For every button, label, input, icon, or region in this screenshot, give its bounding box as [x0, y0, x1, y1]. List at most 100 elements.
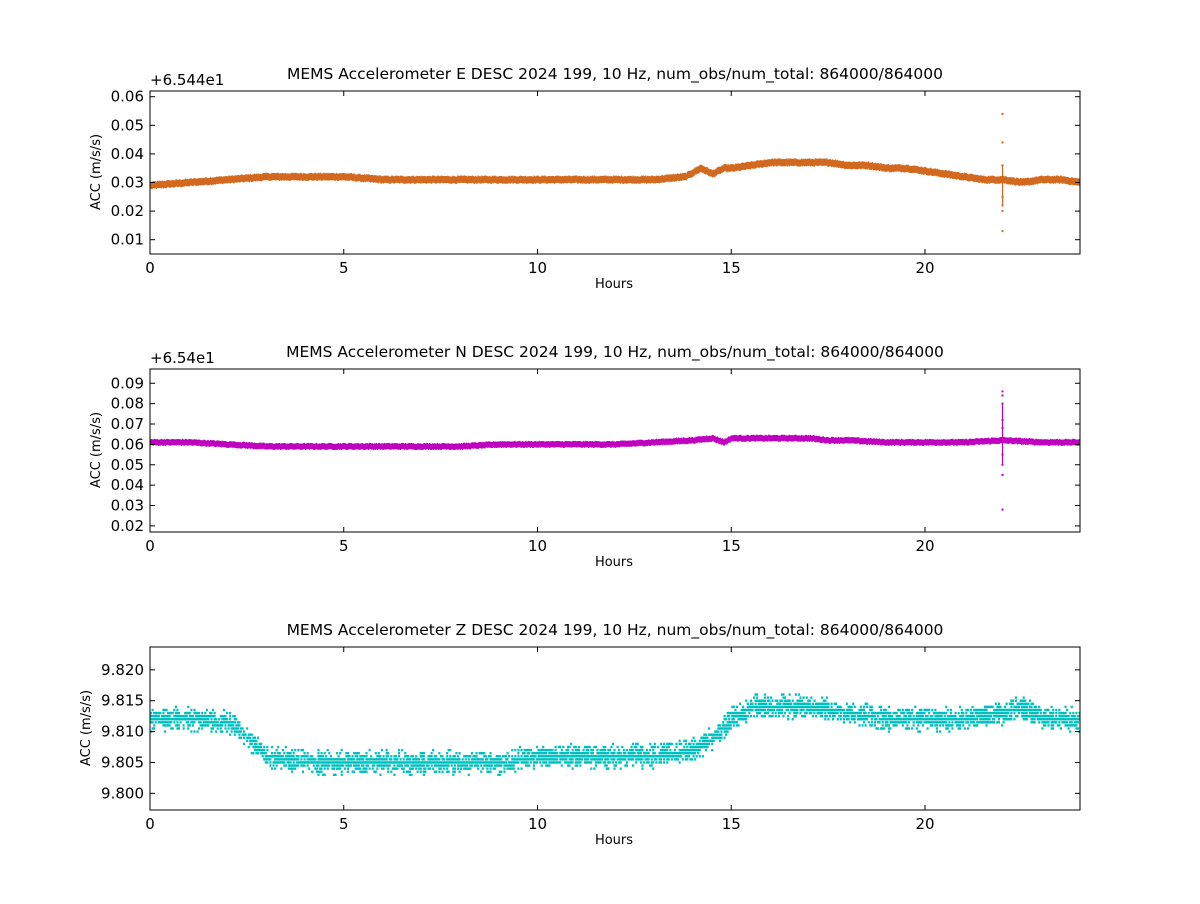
- data-point: [628, 175, 630, 184]
- data-point: [991, 175, 994, 183]
- data-point: [585, 752, 588, 755]
- data-point: [214, 177, 217, 185]
- data-point: [574, 175, 576, 183]
- data-point: [889, 721, 892, 724]
- data-point: [224, 440, 226, 448]
- data-point: [467, 773, 470, 777]
- data-point: [610, 758, 613, 761]
- data-point: [342, 173, 345, 181]
- data-point: [151, 721, 154, 724]
- data-point: [601, 441, 603, 448]
- data-point: [272, 764, 275, 767]
- data-point: [1052, 176, 1055, 184]
- data-point: [1061, 714, 1064, 718]
- data-point: [692, 169, 694, 177]
- data-point: [249, 736, 252, 739]
- data-point: [384, 175, 386, 183]
- data-point: [539, 176, 541, 184]
- data-point: [1002, 175, 1004, 183]
- data-point: [1035, 711, 1038, 715]
- data-point: [359, 173, 361, 181]
- data-point: [737, 435, 739, 442]
- data-point: [1025, 711, 1028, 715]
- data-point: [456, 761, 460, 764]
- data-point: [1062, 718, 1066, 721]
- data-point: [244, 442, 247, 449]
- data-point: [367, 764, 370, 767]
- data-point: [509, 764, 512, 767]
- data-point: [530, 440, 533, 448]
- data-point: [556, 752, 559, 755]
- data-point: [864, 718, 867, 721]
- data-point: [917, 439, 919, 446]
- data-point: [703, 736, 706, 739]
- data-point: [1025, 438, 1028, 445]
- data-point: [543, 176, 545, 184]
- data-point: [162, 439, 164, 446]
- data-point: [604, 761, 607, 764]
- y-tick-label: 0.09: [111, 374, 144, 392]
- data-point: [309, 758, 312, 761]
- data-point: [488, 176, 490, 184]
- data-point: [700, 742, 703, 746]
- data-point: [934, 168, 937, 176]
- data-point: [768, 708, 771, 712]
- data-point: [969, 711, 973, 715]
- y-tick-label: 0.03: [111, 174, 144, 192]
- data-point: [191, 724, 194, 727]
- data-point: [911, 708, 914, 712]
- data-point: [591, 175, 594, 183]
- data-point: [880, 705, 883, 709]
- data-point: [762, 435, 764, 442]
- data-point: [399, 758, 402, 761]
- data-point: [219, 721, 222, 724]
- data-point: [162, 718, 165, 721]
- data-point: [191, 714, 194, 718]
- data-point: [865, 161, 868, 169]
- data-point: [387, 752, 390, 755]
- data-point: [495, 441, 498, 448]
- data-point: [219, 724, 222, 727]
- data-point: [364, 443, 366, 450]
- data-point: [596, 752, 599, 755]
- data-point: [294, 767, 297, 770]
- data-point: [365, 761, 368, 764]
- data-point: [973, 439, 975, 446]
- data-point: [562, 745, 565, 749]
- y-tick-label: 0.04: [111, 145, 144, 163]
- data-point: [162, 708, 165, 712]
- data-point: [480, 176, 482, 184]
- data-point: [606, 441, 608, 448]
- data-point: [424, 770, 427, 773]
- data-point: [447, 758, 450, 761]
- data-point: [573, 752, 576, 755]
- data-point: [412, 175, 414, 183]
- data-point: [498, 764, 501, 767]
- data-point: [221, 721, 224, 724]
- data-point: [542, 745, 545, 749]
- data-point: [816, 708, 819, 712]
- data-point: [618, 761, 621, 764]
- data-point: [370, 758, 373, 761]
- data-point: [274, 443, 276, 450]
- data-point: [729, 436, 731, 443]
- data-point: [201, 718, 204, 721]
- data-point: [305, 173, 307, 181]
- data-point: [191, 178, 194, 187]
- data-point: [659, 439, 661, 446]
- data-point: [308, 443, 311, 450]
- data-point: [385, 758, 388, 761]
- data-point: [675, 752, 678, 755]
- data-point: [367, 758, 370, 761]
- data-point: [438, 764, 441, 767]
- data-point: [492, 441, 495, 448]
- data-point: [831, 436, 833, 443]
- data-point: [220, 441, 223, 448]
- data-point: [458, 443, 460, 450]
- data-point: [441, 758, 444, 761]
- data-point: [545, 752, 548, 755]
- data-point: [277, 172, 280, 181]
- data-point: [998, 437, 1000, 444]
- data-point: [177, 727, 181, 730]
- data-point: [653, 742, 656, 746]
